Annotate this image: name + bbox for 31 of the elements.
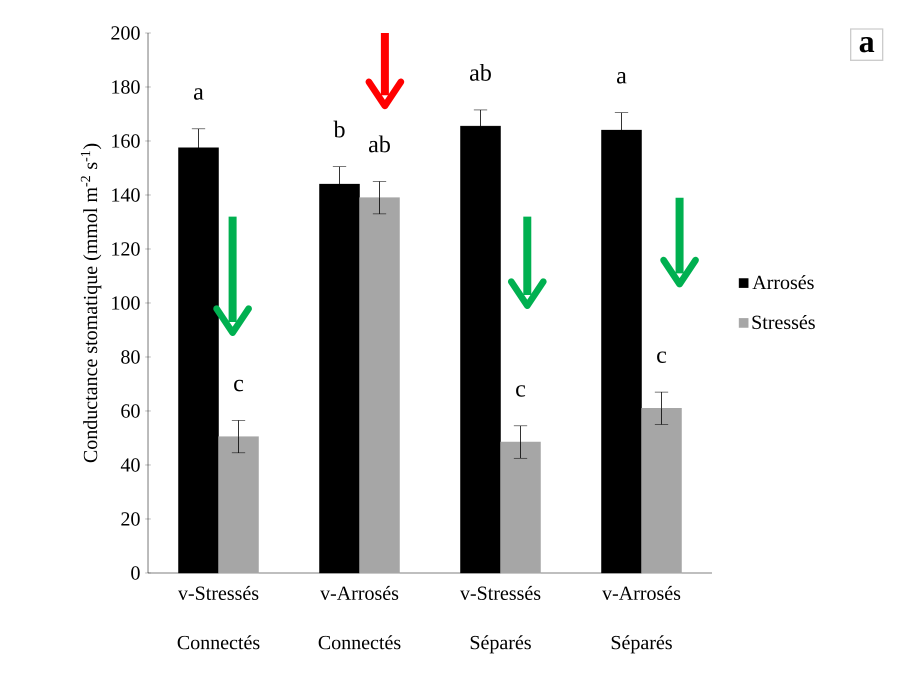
bar [218,436,259,574]
y-tick-label: 0 [131,566,140,580]
category-label: v-Stressés Connectés [178,586,260,650]
y-tick-label: 80 [121,350,140,364]
y-tick-label: 200 [111,26,140,40]
y-tick-label: 100 [112,296,140,310]
annotation: c [516,385,526,397]
annotation: ab [369,135,390,152]
text: a [860,36,874,52]
annotation: a [617,72,627,84]
legend-label: Arrosés [752,275,814,290]
y-axis-title: Conductance stomatique (mmol m$^{-2}$ s$^{-1}$) [80,144,102,462]
category-label: v-Arrosés Connectés [318,586,400,650]
y-tick-label: 20 [121,512,140,526]
y-tick-label: 40 [120,458,140,472]
annotation: a [194,88,204,100]
y-tick-label: 180 [112,80,140,94]
annotation: ab [470,64,491,81]
y-tick-label: 160 [112,134,140,148]
bar [500,442,541,574]
bar [641,408,682,574]
category-label: v-Stressés Séparés [460,586,540,654]
legend-label: Stressés [752,314,815,330]
y-tick-label: 120 [112,242,140,256]
y-tick-label: 60 [121,404,140,418]
category-label: v-Arrosés Séparés [602,586,680,654]
annotation: c [657,351,666,363]
annotation: c [234,380,244,392]
y-tick-label: 140 [112,188,140,202]
bar [359,197,400,574]
annotation: b [334,120,345,138]
